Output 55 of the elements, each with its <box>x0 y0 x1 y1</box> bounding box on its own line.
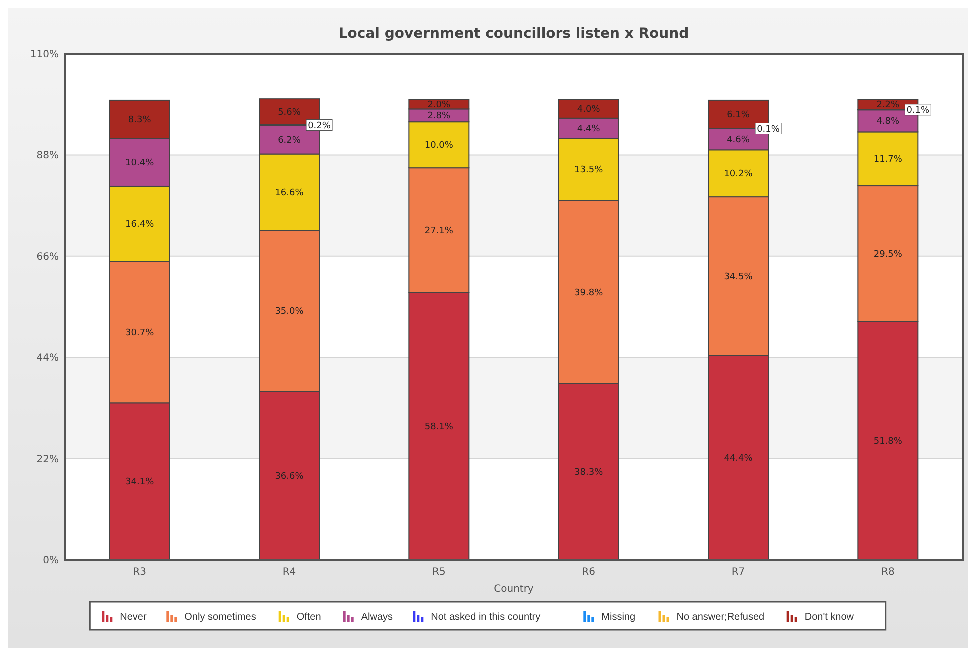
legend-label: No answer;Refused <box>676 612 765 623</box>
y-tick-label: 44% <box>36 353 59 364</box>
data-label: 4.0% <box>577 105 601 116</box>
chart-title: Local government councillors listen x Round <box>338 26 690 42</box>
data-label: 4.8% <box>876 117 900 128</box>
data-label: 0.1% <box>757 124 780 135</box>
data-label: 34.1% <box>126 478 155 488</box>
legend-label: Only sometimes <box>184 612 256 623</box>
y-tick-label: 66% <box>36 252 59 263</box>
data-label: 8.3% <box>128 116 152 126</box>
data-label: 51.8% <box>874 436 903 447</box>
data-label: 0.2% <box>308 121 332 132</box>
data-label: 0.1% <box>906 106 930 116</box>
x-tick-label: R3 <box>133 567 146 578</box>
y-tick-label: 22% <box>36 454 59 466</box>
x-tick-label: R4 <box>282 567 296 578</box>
data-label: 2.0% <box>428 100 452 111</box>
data-label: 16.6% <box>275 188 304 198</box>
legend-label: Often <box>296 612 322 623</box>
x-tick-label: R7 <box>732 567 746 578</box>
data-label: 35.0% <box>275 307 304 318</box>
y-tick-label: 88% <box>36 150 59 162</box>
data-label: 10.2% <box>724 170 754 180</box>
legend-label: Never <box>120 612 148 623</box>
y-tick-label: 110% <box>30 50 59 60</box>
y-tick-label: 0% <box>43 556 59 566</box>
x-tick-label: R6 <box>582 567 596 578</box>
data-label: 16.4% <box>126 220 155 230</box>
data-label: 38.3% <box>574 468 604 478</box>
data-label: 10.4% <box>126 158 155 169</box>
data-label: 4.6% <box>727 136 750 146</box>
x-tick-label: R5 <box>432 567 446 578</box>
data-label: 6.2% <box>278 136 302 146</box>
data-label: 11.7% <box>874 155 903 166</box>
data-label: 13.5% <box>574 166 604 176</box>
data-label: 2.8% <box>428 112 452 122</box>
legend-label: Missing <box>602 612 636 623</box>
data-label: 6.1% <box>727 110 750 120</box>
data-label: 4.4% <box>577 124 601 135</box>
legend-label: Always <box>361 612 394 623</box>
data-label: 30.7% <box>126 328 155 339</box>
data-label: 10.0% <box>424 141 454 152</box>
data-label: 2.2% <box>876 100 900 111</box>
data-label: 58.1% <box>424 422 454 432</box>
data-label: 44.4% <box>724 454 754 464</box>
data-label: 34.5% <box>724 272 754 282</box>
x-axis-title: Country <box>494 584 534 595</box>
data-label: 36.6% <box>275 472 304 482</box>
data-label: 39.8% <box>574 288 604 298</box>
data-label: 29.5% <box>874 250 903 260</box>
data-label: 5.6% <box>278 108 302 118</box>
legend-label: Don't know <box>804 612 855 623</box>
data-label: 27.1% <box>424 226 454 236</box>
x-tick-label: R8 <box>882 567 895 578</box>
legend-label: Not asked in this country <box>431 612 541 623</box>
